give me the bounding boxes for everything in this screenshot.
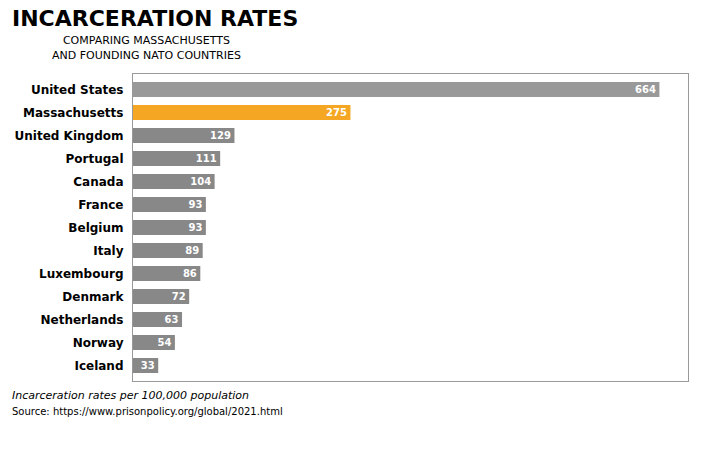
svg-text:Luxembourg: Luxembourg <box>39 267 123 281</box>
svg-text:54: 54 <box>157 337 171 348</box>
svg-text:Belgium: Belgium <box>68 221 123 235</box>
svg-text:Portugal: Portugal <box>65 152 123 166</box>
html-text:INCARCERATION RATES: INCARCERATION RATES <box>12 6 299 31</box>
svg-text:93: 93 <box>188 199 202 210</box>
html-text:COMPARING MASSACHUSETTS AND FO: COMPARING MASSACHUSETTS AND FOUNDING NAT… <box>52 34 241 62</box>
svg-text:United Kingdom: United Kingdom <box>15 129 124 143</box>
svg-text:United States: United States <box>31 83 124 97</box>
svg-text:Canada: Canada <box>73 175 123 189</box>
svg-text:33: 33 <box>141 360 155 371</box>
svg-text:France: France <box>78 198 123 212</box>
svg-text:111: 111 <box>196 153 217 164</box>
svg-text:Iceland: Iceland <box>74 359 123 373</box>
svg-text:Denmark: Denmark <box>62 290 124 304</box>
svg-text:72: 72 <box>172 291 186 302</box>
svg-text:129: 129 <box>210 130 231 141</box>
html-text:Source: https://www.prisonpoli: Source: https://www.prisonpolicy.org/glo… <box>12 406 283 417</box>
svg-text:93: 93 <box>188 222 202 233</box>
svg-text:Italy: Italy <box>93 244 123 258</box>
svg-text:86: 86 <box>183 268 197 279</box>
svg-text:104: 104 <box>190 176 211 187</box>
svg-text:664: 664 <box>635 84 656 95</box>
svg-text:63: 63 <box>165 314 179 325</box>
svg-text:Norway: Norway <box>73 336 124 350</box>
svg-text:Massachusetts: Massachusetts <box>23 106 124 120</box>
svg-text:89: 89 <box>185 245 199 256</box>
svg-text:275: 275 <box>326 107 347 118</box>
svg-text:Netherlands: Netherlands <box>40 313 123 327</box>
html-text:Incarceration rates per 100,00: Incarceration rates per 100,000 populati… <box>12 389 249 402</box>
